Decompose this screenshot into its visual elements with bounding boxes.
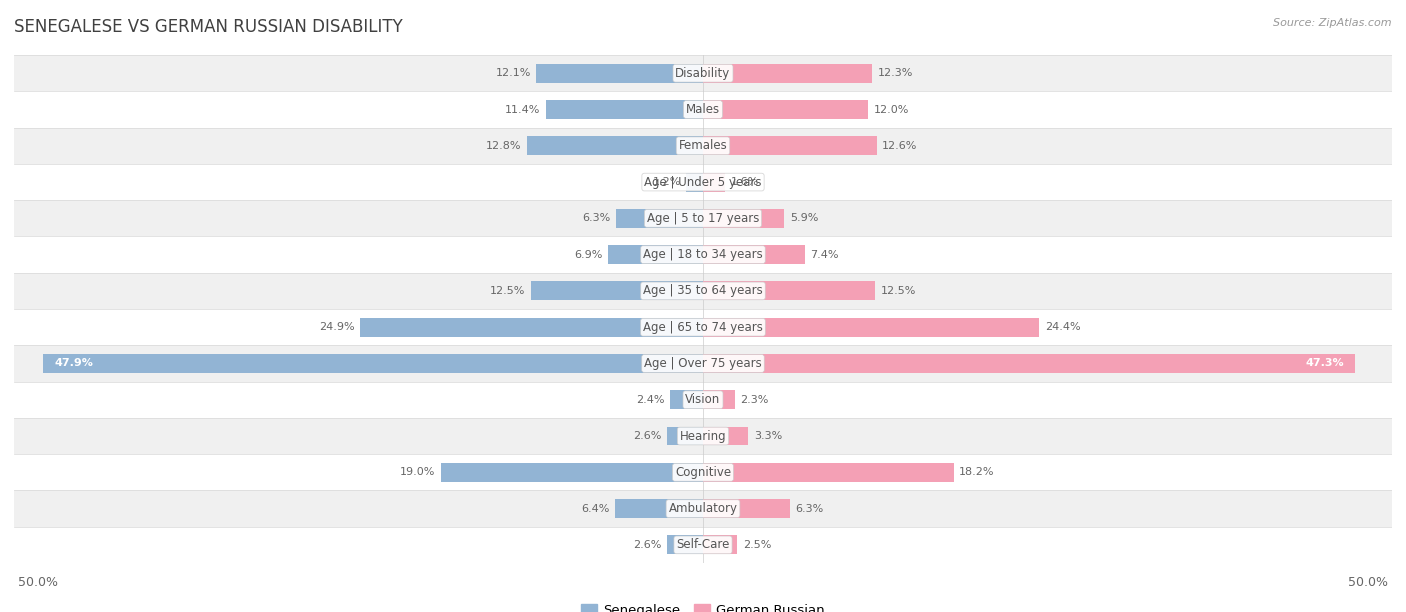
Bar	[14, 236, 1392, 273]
Bar	[686, 173, 703, 192]
Text: Source: ZipAtlas.com: Source: ZipAtlas.com	[1274, 18, 1392, 28]
Bar	[668, 536, 703, 554]
Bar	[14, 345, 1392, 382]
Bar	[14, 128, 1392, 164]
Text: Cognitive: Cognitive	[675, 466, 731, 479]
Bar	[703, 209, 785, 228]
Legend: Senegalese, German Russian: Senegalese, German Russian	[576, 599, 830, 612]
Bar	[14, 55, 1392, 91]
Bar	[703, 136, 876, 155]
Text: 12.1%: 12.1%	[495, 68, 531, 78]
Text: 2.6%: 2.6%	[633, 540, 662, 550]
Bar	[607, 245, 703, 264]
Text: SENEGALESE VS GERMAN RUSSIAN DISABILITY: SENEGALESE VS GERMAN RUSSIAN DISABILITY	[14, 18, 402, 36]
Text: 12.5%: 12.5%	[880, 286, 917, 296]
Text: 2.4%: 2.4%	[636, 395, 665, 405]
Bar	[703, 100, 869, 119]
Text: 2.5%: 2.5%	[742, 540, 772, 550]
Text: Hearing: Hearing	[679, 430, 727, 442]
Text: Age | Over 75 years: Age | Over 75 years	[644, 357, 762, 370]
Bar	[14, 200, 1392, 236]
Text: Age | 5 to 17 years: Age | 5 to 17 years	[647, 212, 759, 225]
Bar	[14, 490, 1392, 527]
Bar	[546, 100, 703, 119]
Bar	[703, 463, 953, 482]
Bar	[441, 463, 703, 482]
Bar	[703, 245, 806, 264]
Text: 24.9%: 24.9%	[319, 322, 354, 332]
Bar	[703, 354, 1355, 373]
Bar	[703, 318, 1039, 337]
Bar	[14, 164, 1392, 200]
Bar	[703, 390, 735, 409]
Text: 19.0%: 19.0%	[401, 468, 436, 477]
Bar	[536, 64, 703, 83]
Bar	[614, 499, 703, 518]
Text: 50.0%: 50.0%	[18, 576, 58, 589]
Text: 47.9%: 47.9%	[53, 359, 93, 368]
Text: Self-Care: Self-Care	[676, 539, 730, 551]
Bar	[703, 282, 875, 300]
Text: 18.2%: 18.2%	[959, 468, 995, 477]
Text: Age | 65 to 74 years: Age | 65 to 74 years	[643, 321, 763, 334]
Bar	[14, 91, 1392, 128]
Text: 12.8%: 12.8%	[485, 141, 522, 151]
Bar	[669, 390, 703, 409]
Text: 50.0%: 50.0%	[1348, 576, 1388, 589]
Text: 11.4%: 11.4%	[505, 105, 540, 114]
Text: Age | Under 5 years: Age | Under 5 years	[644, 176, 762, 188]
Bar	[527, 136, 703, 155]
Text: 12.6%: 12.6%	[882, 141, 918, 151]
Text: 6.3%: 6.3%	[582, 214, 610, 223]
Text: 7.4%: 7.4%	[810, 250, 839, 259]
Text: 6.9%: 6.9%	[574, 250, 602, 259]
Text: Age | 35 to 64 years: Age | 35 to 64 years	[643, 285, 763, 297]
Text: Females: Females	[679, 140, 727, 152]
Bar	[360, 318, 703, 337]
Bar	[668, 427, 703, 446]
Bar	[703, 536, 738, 554]
Bar	[44, 354, 703, 373]
Text: 2.3%: 2.3%	[740, 395, 769, 405]
Text: 12.5%: 12.5%	[489, 286, 526, 296]
Text: 12.3%: 12.3%	[877, 68, 914, 78]
Bar	[14, 527, 1392, 563]
Text: 24.4%: 24.4%	[1045, 322, 1080, 332]
Bar	[14, 273, 1392, 309]
Text: Males: Males	[686, 103, 720, 116]
Bar	[14, 418, 1392, 454]
Text: Disability: Disability	[675, 67, 731, 80]
Bar	[14, 454, 1392, 490]
Text: 12.0%: 12.0%	[875, 105, 910, 114]
Bar	[14, 382, 1392, 418]
Bar	[14, 309, 1392, 345]
Bar	[703, 499, 790, 518]
Text: 6.3%: 6.3%	[796, 504, 824, 513]
Text: 2.6%: 2.6%	[633, 431, 662, 441]
Bar	[703, 64, 873, 83]
Bar	[703, 427, 748, 446]
Text: Ambulatory: Ambulatory	[668, 502, 738, 515]
Bar	[531, 282, 703, 300]
Text: Vision: Vision	[685, 394, 721, 406]
Text: 3.3%: 3.3%	[754, 431, 782, 441]
Text: Age | 18 to 34 years: Age | 18 to 34 years	[643, 248, 763, 261]
Text: 5.9%: 5.9%	[790, 214, 818, 223]
Bar	[616, 209, 703, 228]
Text: 1.6%: 1.6%	[731, 177, 759, 187]
Text: 1.2%: 1.2%	[652, 177, 681, 187]
Bar	[703, 173, 725, 192]
Text: 47.3%: 47.3%	[1305, 359, 1344, 368]
Text: 6.4%: 6.4%	[581, 504, 609, 513]
